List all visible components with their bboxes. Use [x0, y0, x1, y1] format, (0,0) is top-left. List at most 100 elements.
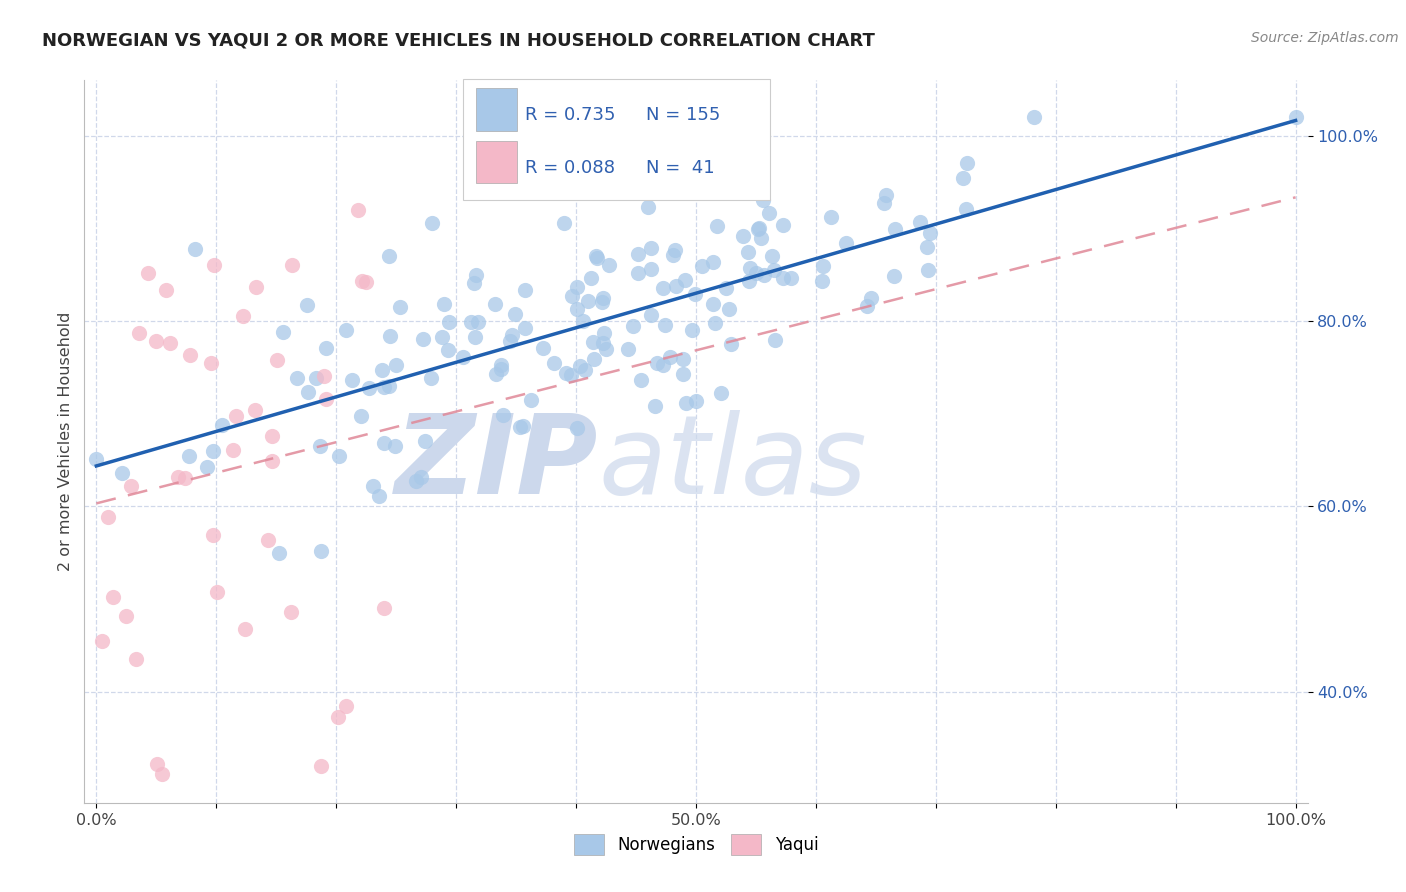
- Point: [873, 196, 896, 211]
- Point: [202, 258, 225, 272]
- Point: [357, 381, 380, 395]
- Point: [167, 469, 190, 483]
- Point: [661, 247, 683, 261]
- Point: [312, 368, 335, 383]
- Legend: Norwegians, Yaqui: Norwegians, Yaqui: [565, 826, 827, 863]
- Text: R = 0.088: R = 0.088: [526, 159, 616, 177]
- Point: [569, 359, 592, 374]
- Point: [492, 408, 515, 422]
- Point: [437, 315, 460, 329]
- Point: [598, 258, 620, 272]
- Point: [269, 546, 291, 560]
- Point: [509, 419, 531, 434]
- Point: [489, 358, 512, 372]
- Point: [202, 443, 225, 458]
- Point: [245, 403, 267, 417]
- Point: [233, 622, 256, 636]
- Point: [555, 367, 578, 381]
- Point: [295, 298, 318, 312]
- Point: [702, 255, 724, 269]
- Point: [373, 600, 395, 615]
- Point: [665, 278, 688, 293]
- Point: [543, 356, 565, 370]
- Point: [860, 291, 883, 305]
- Point: [875, 188, 897, 202]
- Point: [412, 332, 434, 346]
- Point: [90, 634, 112, 648]
- Point: [309, 758, 332, 772]
- Point: [754, 268, 776, 282]
- Point: [645, 356, 668, 370]
- Point: [683, 287, 706, 301]
- Point: [593, 326, 616, 341]
- Point: [373, 436, 395, 450]
- Point: [460, 315, 482, 329]
- Point: [179, 348, 201, 362]
- Point: [591, 294, 613, 309]
- Point: [200, 356, 222, 370]
- Point: [266, 353, 288, 368]
- Text: atlas: atlas: [599, 409, 868, 516]
- Point: [281, 258, 304, 272]
- Point: [146, 756, 169, 771]
- Text: Source: ZipAtlas.com: Source: ZipAtlas.com: [1251, 31, 1399, 45]
- Point: [749, 230, 772, 244]
- Point: [315, 341, 337, 355]
- Point: [748, 221, 770, 235]
- Point: [560, 368, 582, 382]
- Point: [772, 218, 794, 232]
- Point: [463, 276, 485, 290]
- Point: [197, 459, 219, 474]
- Point: [571, 313, 593, 327]
- Point: [637, 200, 659, 214]
- Point: [952, 170, 974, 185]
- Point: [652, 358, 675, 372]
- Point: [565, 279, 588, 293]
- Point: [120, 479, 142, 493]
- Point: [702, 297, 724, 311]
- Point: [349, 409, 371, 423]
- Point: [378, 379, 401, 393]
- Point: [328, 449, 350, 463]
- Point: [183, 242, 205, 256]
- Point: [630, 373, 652, 387]
- Point: [378, 328, 401, 343]
- Point: [503, 308, 526, 322]
- Point: [491, 361, 513, 376]
- Point: [582, 334, 605, 349]
- Point: [672, 351, 695, 366]
- Point: [328, 710, 350, 724]
- Point: [565, 302, 588, 317]
- Point: [626, 247, 648, 261]
- Point: [211, 418, 233, 433]
- Point: [576, 293, 599, 308]
- Point: [150, 767, 173, 781]
- Point: [640, 242, 662, 256]
- Point: [561, 289, 583, 303]
- Point: [745, 266, 768, 280]
- Point: [115, 609, 138, 624]
- Point: [231, 309, 253, 323]
- Point: [672, 368, 695, 382]
- Point: [257, 533, 280, 547]
- Point: [758, 206, 780, 220]
- Point: [419, 371, 441, 385]
- Point: [315, 392, 337, 407]
- Point: [915, 240, 938, 254]
- Point: [595, 342, 617, 356]
- Point: [531, 341, 554, 355]
- Point: [136, 266, 159, 280]
- Text: NORWEGIAN VS YAQUI 2 OR MORE VEHICLES IN HOUSEHOLD CORRELATION CHART: NORWEGIAN VS YAQUI 2 OR MORE VEHICLES IN…: [42, 31, 875, 49]
- Point: [710, 386, 733, 401]
- Point: [761, 249, 783, 263]
- Point: [513, 320, 536, 334]
- Point: [1024, 111, 1046, 125]
- Point: [354, 276, 377, 290]
- Point: [155, 283, 177, 297]
- Point: [225, 409, 247, 424]
- Point: [654, 318, 676, 332]
- Point: [747, 222, 769, 236]
- Point: [780, 271, 803, 285]
- Point: [664, 243, 686, 257]
- Point: [111, 466, 134, 480]
